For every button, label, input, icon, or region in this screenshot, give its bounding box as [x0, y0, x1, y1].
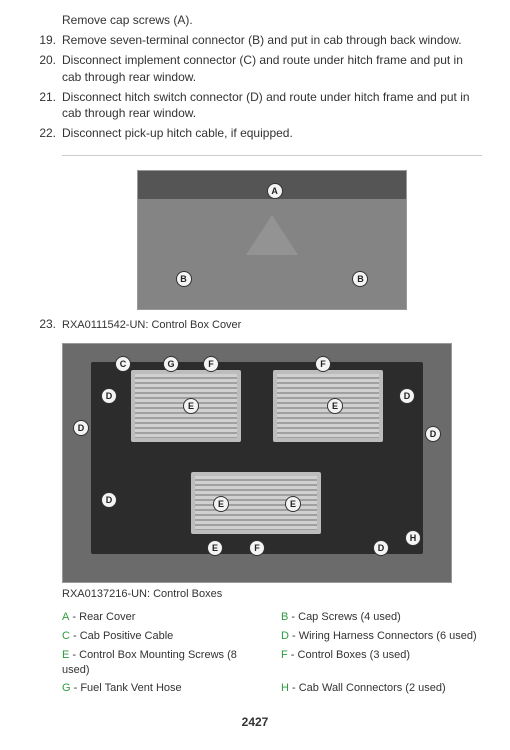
callout-d: D [425, 426, 441, 442]
step-number: 20. [28, 52, 56, 84]
callout-b: B [176, 271, 192, 287]
legend-item-g: G - Fuel Tank Vent Hose [62, 681, 263, 696]
legend-item-f: F - Control Boxes (3 used) [281, 648, 482, 678]
legend-item-e: E - Control Box Mounting Screws (8 used) [62, 648, 263, 678]
legend-item-a: A - Rear Cover [62, 610, 263, 625]
legend: A - Rear Cover B - Cap Screws (4 used) C… [62, 610, 482, 696]
callout-d: D [73, 420, 89, 436]
legend-item-c: C - Cab Positive Cable [62, 629, 263, 644]
step-number: 22. [28, 125, 56, 141]
step-continuation: Remove cap screws (A). [62, 12, 482, 28]
step-number: 21. [28, 89, 56, 121]
callout-a: A [267, 183, 283, 199]
callout-b: B [352, 271, 368, 287]
figure-caption: RXA0137216-UN: Control Boxes [62, 587, 482, 602]
section-divider [62, 155, 482, 156]
step-number: 23. [28, 316, 56, 332]
step-20: 20. Disconnect implement connector (C) a… [28, 52, 482, 84]
step-22: 22. Disconnect pick-up hitch cable, if e… [28, 125, 482, 141]
page-number: 2427 [28, 714, 482, 730]
legend-item-b: B - Cap Screws (4 used) [281, 610, 482, 625]
step-text: Disconnect implement connector (C) and r… [62, 52, 482, 84]
step-text: Disconnect hitch switch connector (D) an… [62, 89, 482, 121]
step-text: Disconnect pick-up hitch cable, if equip… [62, 125, 482, 141]
figure-control-boxes: C G F F D D D D E E E E F E D H D [62, 343, 452, 583]
step-19: 19. Remove seven-terminal connector (B) … [28, 32, 482, 48]
legend-item-h: H - Cab Wall Connectors (2 used) [281, 681, 482, 696]
legend-item-d: D - Wiring Harness Connectors (6 used) [281, 629, 482, 644]
step-number: 19. [28, 32, 56, 48]
step-21: 21. Disconnect hitch switch connector (D… [28, 89, 482, 121]
step-text: Remove seven-terminal connector (B) and … [62, 32, 482, 48]
figure-control-box-cover: A B B [137, 170, 407, 310]
figure-caption: RXA0111542-UN: Control Box Cover [62, 318, 241, 333]
